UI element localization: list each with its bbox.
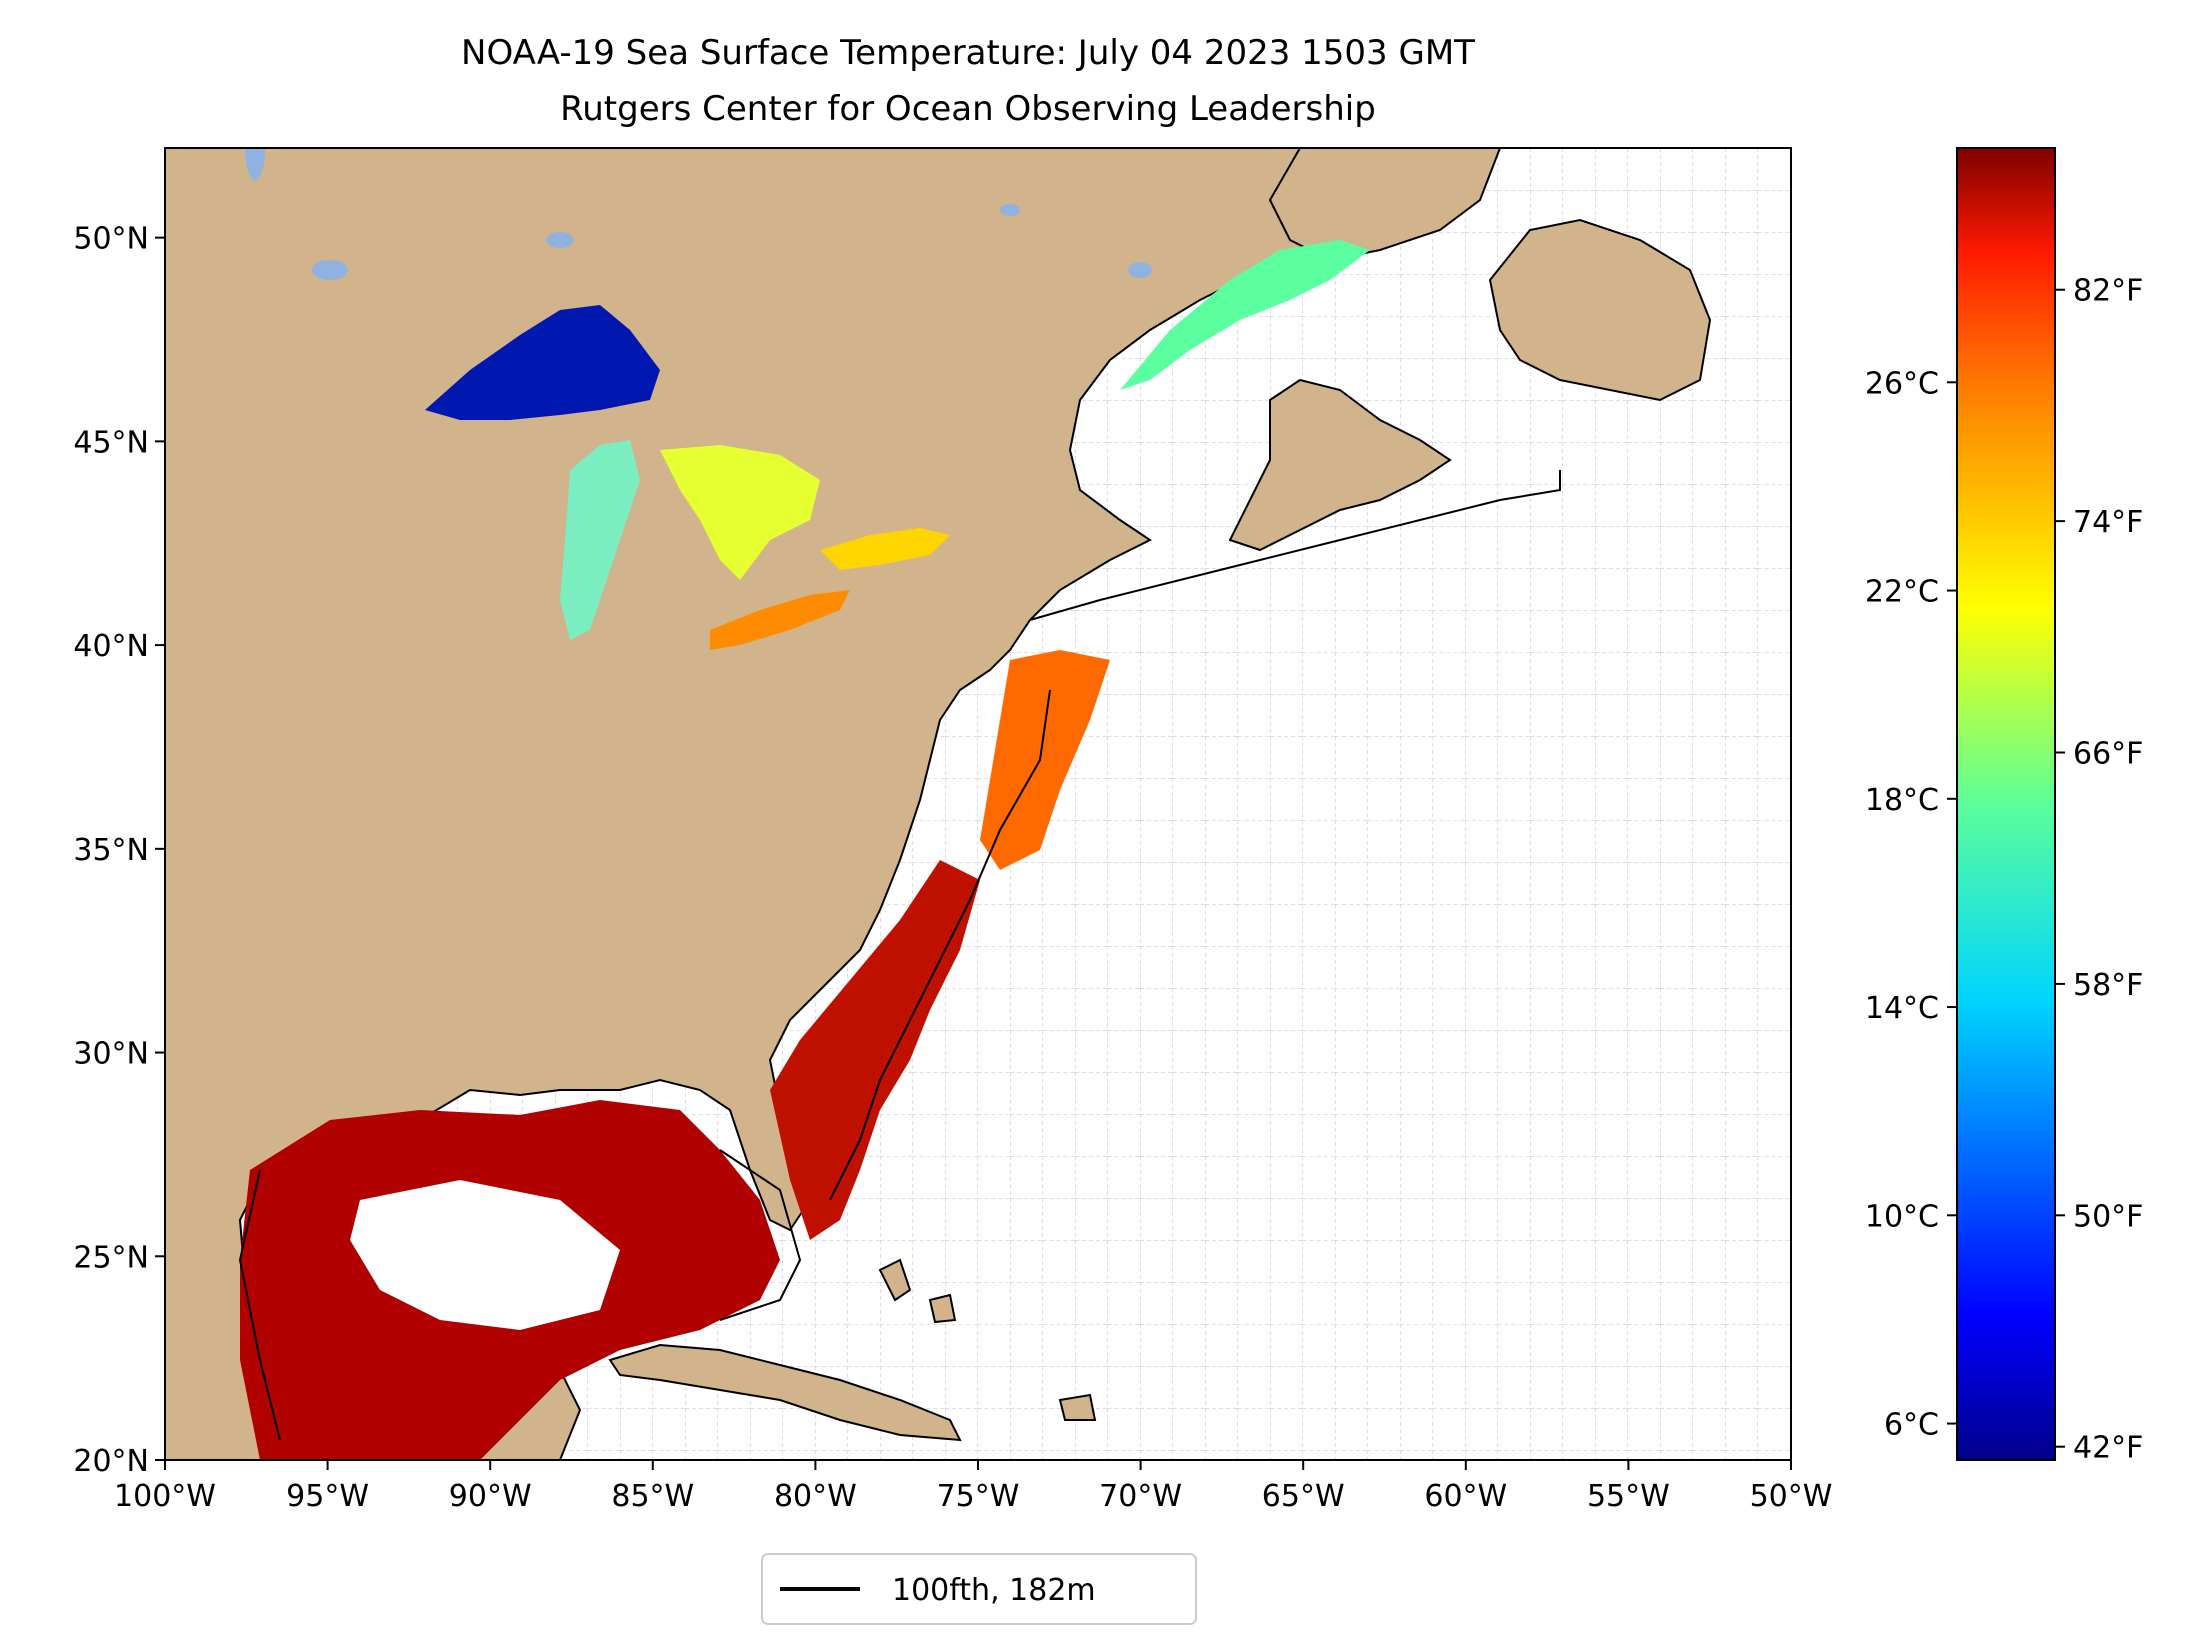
colorbar-ticks: 26°C 22°C 18°C 14°C 10°C 6°C 82°F 74°F 66°F 58°F 5… — [1865, 274, 2144, 1466]
sst-lake-huron — [660, 445, 820, 580]
y-tick-label: 35°N — [73, 833, 149, 868]
y-tick-label: 30°N — [73, 1037, 149, 1072]
colorbar-celsius-label: 6°C — [1884, 1408, 1939, 1443]
legend-label: 100fth, 182m — [892, 1573, 1096, 1608]
map-subtitle: Rutgers Center for Ocean Observing Leade… — [560, 89, 1376, 129]
colorbar-celsius-label: 10°C — [1865, 1199, 1939, 1234]
isobath-100fth — [238, 470, 1561, 1441]
x-tick-label: 55°W — [1587, 1479, 1670, 1514]
y-tick-label: 45°N — [73, 425, 149, 460]
sst-lake-erie — [710, 590, 850, 650]
y-axis: 50°N 45°N 40°N 35°N 30°N 25°N 20°N — [73, 222, 165, 1479]
colorbar-fahrenheit-label: 74°F — [2073, 505, 2143, 540]
x-tick-label: 95°W — [286, 1479, 369, 1514]
map-area — [165, 148, 1791, 1460]
x-tick-label: 70°W — [1099, 1479, 1182, 1514]
x-tick-label: 85°W — [611, 1479, 694, 1514]
x-tick-label: 60°W — [1424, 1479, 1507, 1514]
colorbar-celsius-label: 18°C — [1865, 783, 1939, 818]
land-newfoundland — [1488, 218, 1712, 402]
land-cuba — [608, 1343, 962, 1442]
sst-lake-ontario — [820, 528, 950, 570]
colorbar-celsius-label: 26°C — [1865, 366, 1939, 401]
colorbar-celsius-label: 14°C — [1865, 991, 1939, 1026]
x-tick-label: 50°W — [1750, 1479, 1833, 1514]
colorbar-fahrenheit-label: 82°F — [2073, 274, 2143, 309]
colorbar-celsius-label: 22°C — [1865, 575, 1939, 610]
y-tick-label: 25°N — [73, 1240, 149, 1275]
x-tick-label: 65°W — [1262, 1479, 1345, 1514]
inland-lakes — [245, 148, 1152, 280]
sst-lake-michigan — [560, 440, 640, 640]
legend-box — [761, 1553, 1197, 1625]
x-axis: 100°W 95°W 90°W 85°W 80°W 75°W 70°W 65°W 60°W 55°… — [114, 1460, 1832, 1514]
sst-south-atlantic-bight — [770, 860, 980, 1240]
x-tick-label: 100°W — [114, 1479, 216, 1514]
x-tick-label: 90°W — [449, 1479, 532, 1514]
land-quebec-north — [1268, 148, 1502, 262]
legend: 100fth, 182m — [761, 1553, 1197, 1625]
colorbar-fahrenheit-label: 50°F — [2073, 1199, 2143, 1234]
colorbar-fahrenheit-label: 42°F — [2073, 1431, 2143, 1466]
colorbar — [1956, 147, 2056, 1461]
sst-st-lawrence — [1120, 240, 1370, 390]
map-title: NOAA-19 Sea Surface Temperature: July 04… — [461, 33, 1475, 73]
x-tick-label: 80°W — [774, 1479, 857, 1514]
land-bahamas — [878, 1258, 1097, 1421]
y-tick-label: 20°N — [73, 1444, 149, 1479]
land-maritimes — [1228, 378, 1452, 552]
y-tick-label: 50°N — [73, 222, 149, 257]
colorbar-fahrenheit-label: 58°F — [2073, 968, 2143, 1003]
sst-lake-superior — [425, 305, 660, 420]
sst-gulf-cloud-gap — [350, 1180, 620, 1330]
sst-mid-atlantic — [980, 650, 1110, 870]
y-tick-label: 40°N — [73, 629, 149, 664]
x-tick-label: 75°W — [937, 1479, 1020, 1514]
colorbar-fahrenheit-label: 66°F — [2073, 737, 2143, 772]
